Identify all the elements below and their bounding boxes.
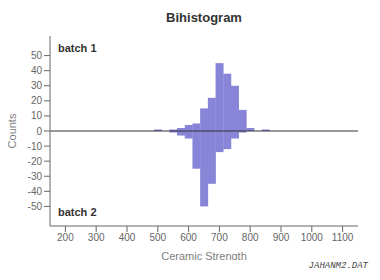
svg-text:-10: -10 [28,141,43,152]
svg-text:20: 20 [31,95,43,106]
svg-text:1000: 1000 [301,232,324,243]
svg-text:-30: -30 [28,171,43,182]
svg-text:1100: 1100 [332,232,354,243]
svg-text:700: 700 [211,232,228,243]
svg-text:10: 10 [31,110,43,121]
svg-text:50: 50 [31,50,43,61]
svg-text:900: 900 [273,232,290,243]
svg-text:-20: -20 [28,156,43,167]
svg-text:40: 40 [31,65,43,76]
svg-text:300: 300 [88,232,105,243]
svg-text:-40: -40 [28,186,43,197]
svg-text:Ceramic Strength: Ceramic Strength [161,250,247,260]
html-text:Bihistogram: Bihistogram [166,10,242,25]
svg-text:500: 500 [149,232,166,243]
html-text:batch 1: batch 1 [58,42,97,54]
svg-text:-50: -50 [28,201,43,212]
html-text:JAHANM2.DAT: JAHANM2.DAT [308,261,368,271]
svg-text:Counts: Counts [8,113,18,148]
svg-text:0: 0 [36,126,42,137]
svg-text:30: 30 [31,80,43,91]
svg-text:200: 200 [57,232,74,243]
svg-text:800: 800 [242,232,259,243]
html-text:batch 2: batch 2 [58,206,97,218]
svg-text:600: 600 [180,232,197,243]
svg-text:400: 400 [119,232,136,243]
